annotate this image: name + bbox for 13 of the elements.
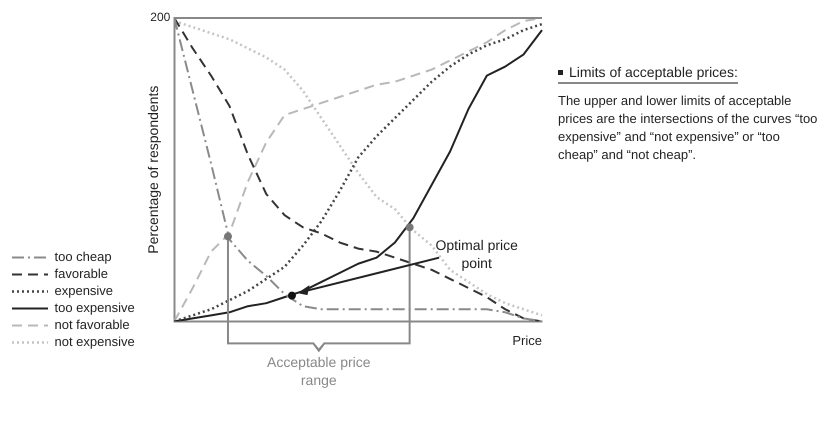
text: 200 <box>149 10 170 24</box>
legend-label: too cheap <box>54 249 112 264</box>
legend-label: favorable <box>54 266 108 282</box>
text: The upper and lower limits of acceptable prices are the intersections of the curves “too expensive” and “not expensive” or “too cheap” and “not cheap”. <box>558 92 818 164</box>
text: Limits of acceptable prices: <box>569 64 738 80</box>
text: Acceptable price range <box>266 353 372 390</box>
x-axis-title: Price <box>512 332 542 348</box>
legend-label: too expensive <box>54 300 135 316</box>
annotation: Optimal price point <box>434 236 519 272</box>
legend-label: not expensive <box>54 334 135 350</box>
y-axis-title: Percentage of respondents <box>144 86 161 254</box>
legend-label: expensive <box>54 283 114 298</box>
legend-label: not favorable <box>54 317 130 332</box>
